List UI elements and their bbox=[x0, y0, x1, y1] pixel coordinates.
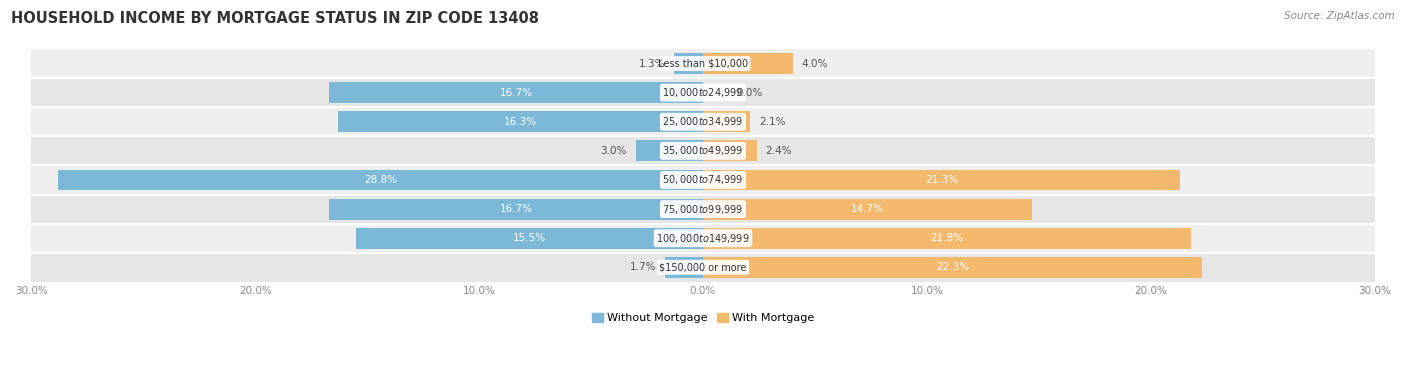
Legend: Without Mortgage, With Mortgage: Without Mortgage, With Mortgage bbox=[588, 308, 818, 327]
Text: 21.8%: 21.8% bbox=[931, 233, 963, 243]
Bar bbox=[329, 82, 703, 103]
Text: 16.3%: 16.3% bbox=[503, 117, 537, 127]
Text: 3.0%: 3.0% bbox=[600, 146, 627, 156]
Text: $10,000 to $24,999: $10,000 to $24,999 bbox=[662, 86, 744, 99]
Text: $35,000 to $49,999: $35,000 to $49,999 bbox=[662, 144, 744, 157]
Bar bbox=[703, 228, 1191, 249]
Text: 14.7%: 14.7% bbox=[851, 204, 884, 214]
Bar bbox=[703, 198, 1032, 220]
Text: 2.4%: 2.4% bbox=[766, 146, 792, 156]
Text: 1.7%: 1.7% bbox=[630, 262, 657, 272]
Bar bbox=[31, 166, 1375, 195]
Text: 4.0%: 4.0% bbox=[801, 59, 828, 68]
Bar bbox=[703, 257, 1202, 278]
Text: $50,000 to $74,999: $50,000 to $74,999 bbox=[662, 174, 744, 186]
Text: 16.7%: 16.7% bbox=[499, 204, 533, 214]
Text: 15.5%: 15.5% bbox=[513, 233, 546, 243]
Bar bbox=[673, 53, 703, 74]
Bar bbox=[636, 140, 703, 161]
Bar bbox=[31, 224, 1375, 253]
Text: 2.1%: 2.1% bbox=[759, 117, 786, 127]
Bar bbox=[703, 111, 749, 132]
Text: $75,000 to $99,999: $75,000 to $99,999 bbox=[662, 203, 744, 215]
Bar bbox=[703, 140, 756, 161]
Text: 21.3%: 21.3% bbox=[925, 175, 957, 185]
Bar bbox=[356, 228, 703, 249]
Text: $25,000 to $34,999: $25,000 to $34,999 bbox=[662, 115, 744, 128]
Bar bbox=[329, 198, 703, 220]
Text: HOUSEHOLD INCOME BY MORTGAGE STATUS IN ZIP CODE 13408: HOUSEHOLD INCOME BY MORTGAGE STATUS IN Z… bbox=[11, 11, 540, 26]
Bar bbox=[31, 253, 1375, 282]
Text: Source: ZipAtlas.com: Source: ZipAtlas.com bbox=[1284, 11, 1395, 21]
Text: 28.8%: 28.8% bbox=[364, 175, 398, 185]
Text: 16.7%: 16.7% bbox=[499, 88, 533, 98]
Text: 1.3%: 1.3% bbox=[638, 59, 665, 68]
Bar bbox=[665, 257, 703, 278]
Bar bbox=[337, 111, 703, 132]
Text: $150,000 or more: $150,000 or more bbox=[659, 262, 747, 272]
Text: 22.3%: 22.3% bbox=[936, 262, 969, 272]
Bar bbox=[31, 49, 1375, 78]
Bar bbox=[31, 136, 1375, 166]
Text: $100,000 to $149,999: $100,000 to $149,999 bbox=[657, 232, 749, 245]
Bar bbox=[31, 195, 1375, 224]
Bar bbox=[31, 107, 1375, 136]
Text: 0.0%: 0.0% bbox=[737, 88, 763, 98]
Bar bbox=[31, 78, 1375, 107]
Bar bbox=[58, 169, 703, 191]
Text: Less than $10,000: Less than $10,000 bbox=[658, 59, 748, 68]
Bar bbox=[703, 169, 1180, 191]
Bar bbox=[703, 53, 793, 74]
